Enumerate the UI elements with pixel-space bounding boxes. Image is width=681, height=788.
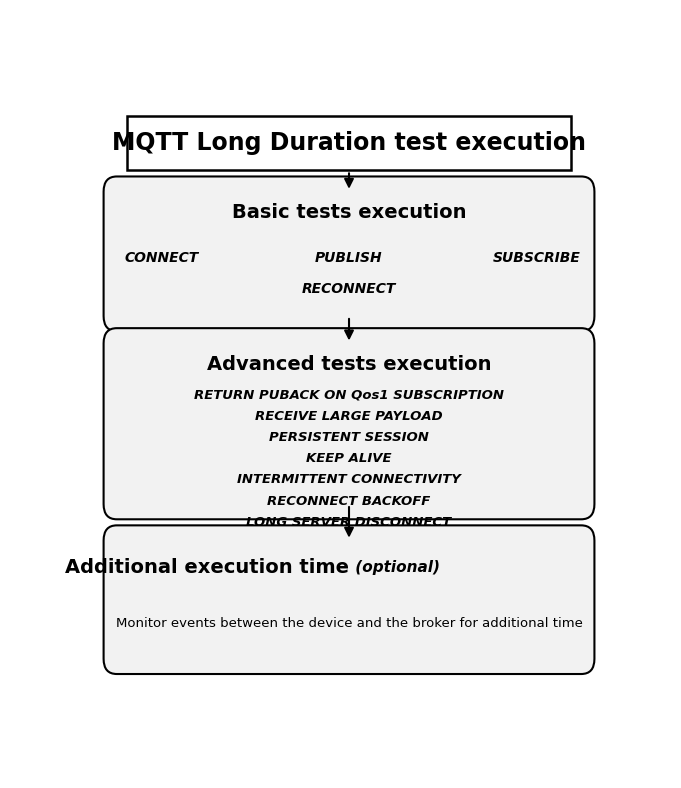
- FancyBboxPatch shape: [104, 328, 595, 519]
- Text: RECEIVE LARGE PAYLOAD: RECEIVE LARGE PAYLOAD: [255, 410, 443, 422]
- Text: (optional): (optional): [349, 560, 439, 575]
- Text: RETURN PUBACK ON Qos1 SUBSCRIPTION: RETURN PUBACK ON Qos1 SUBSCRIPTION: [194, 388, 504, 401]
- Text: MQTT Long Duration test execution: MQTT Long Duration test execution: [112, 131, 586, 155]
- Text: CONNECT: CONNECT: [125, 251, 199, 266]
- Text: Basic tests execution: Basic tests execution: [232, 203, 466, 222]
- Text: RECONNECT: RECONNECT: [302, 282, 396, 296]
- Text: Additional execution time: Additional execution time: [65, 559, 349, 578]
- Text: PERSISTENT SESSION: PERSISTENT SESSION: [269, 431, 429, 444]
- Text: Advanced tests execution: Advanced tests execution: [207, 355, 491, 374]
- Text: INTERMITTENT CONNECTIVITY: INTERMITTENT CONNECTIVITY: [237, 474, 461, 486]
- Text: KEEP ALIVE: KEEP ALIVE: [306, 452, 392, 465]
- Text: RECONNECT BACKOFF: RECONNECT BACKOFF: [268, 495, 430, 507]
- Text: Monitor events between the device and the broker for additional time: Monitor events between the device and th…: [116, 617, 582, 630]
- Text: LONG SERVER DISCONNECT: LONG SERVER DISCONNECT: [247, 516, 452, 529]
- Text: PUBLISH: PUBLISH: [315, 251, 383, 266]
- FancyBboxPatch shape: [104, 177, 595, 331]
- Text: SUBSCRIBE: SUBSCRIBE: [492, 251, 580, 266]
- FancyBboxPatch shape: [104, 526, 595, 674]
- FancyBboxPatch shape: [127, 116, 571, 170]
